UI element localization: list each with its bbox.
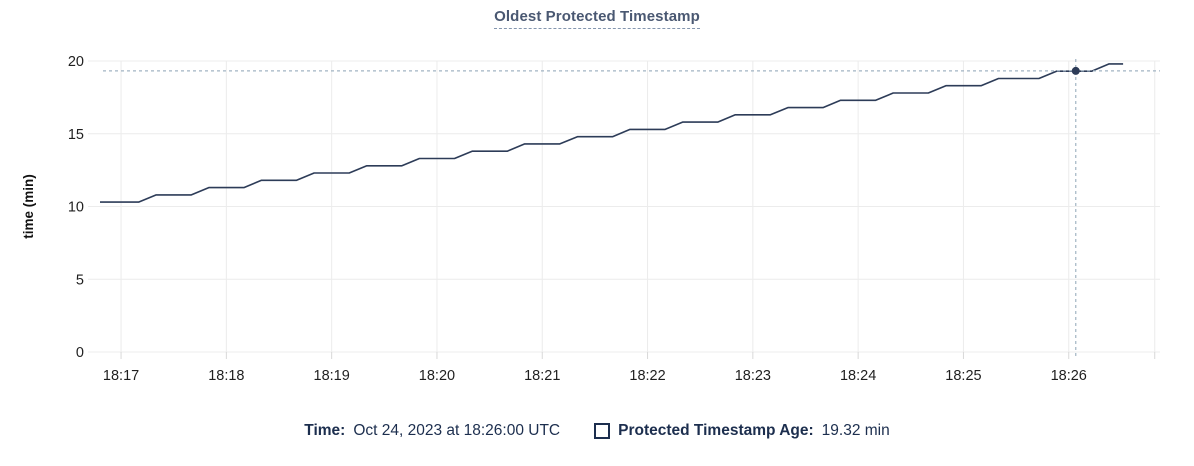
x-tick-label: 18:22 [629,368,665,384]
legend-series-value: 19.32 min [821,422,890,439]
y-axis-title: time (min) [21,174,36,239]
x-tick-label: 18:23 [735,368,771,384]
series-swatch-checkbox[interactable] [594,423,611,439]
x-tick-label: 18:18 [208,368,244,384]
hovered-data-point[interactable] [1071,66,1080,75]
legend-series-toggle[interactable]: Protected Timestamp Age: 19.32 min [594,422,890,440]
x-tick-label: 18:26 [1051,368,1087,384]
chart-title-row: Oldest Protected Timestamp [0,0,1194,35]
timeseries-chart-plot[interactable]: 0 5 10 15 20 18:17 18:18 18:19 18:20 18:21 18:22 18… [0,35,1194,407]
x-tick-label: 18:21 [524,368,560,384]
y-tick-label: 20 [68,54,84,70]
chart-legend: Time: Oct 24, 2023 at 18:26:00 UTC Prote… [0,422,1194,440]
x-tick-label: 18:17 [103,368,139,384]
x-tick-label: 18:20 [419,368,455,384]
y-tick-label: 15 [68,127,84,143]
legend-time-label: Time: [304,422,346,439]
legend-hover-time: Time: Oct 24, 2023 at 18:26:00 UTC [304,422,560,440]
series-line [100,63,1124,203]
x-tick-label: 18:19 [314,368,350,384]
legend-time-value: Oct 24, 2023 at 18:26:00 UTC [353,422,561,439]
y-tick-label: 10 [68,200,84,216]
x-tick-label: 18:24 [840,368,876,384]
y-tick-label: 0 [76,345,84,361]
legend-series-label: Protected Timestamp Age: [618,422,814,439]
y-tick-label: 5 [76,272,84,288]
chart-title[interactable]: Oldest Protected Timestamp [494,9,700,29]
x-tick-label: 18:25 [945,368,981,384]
